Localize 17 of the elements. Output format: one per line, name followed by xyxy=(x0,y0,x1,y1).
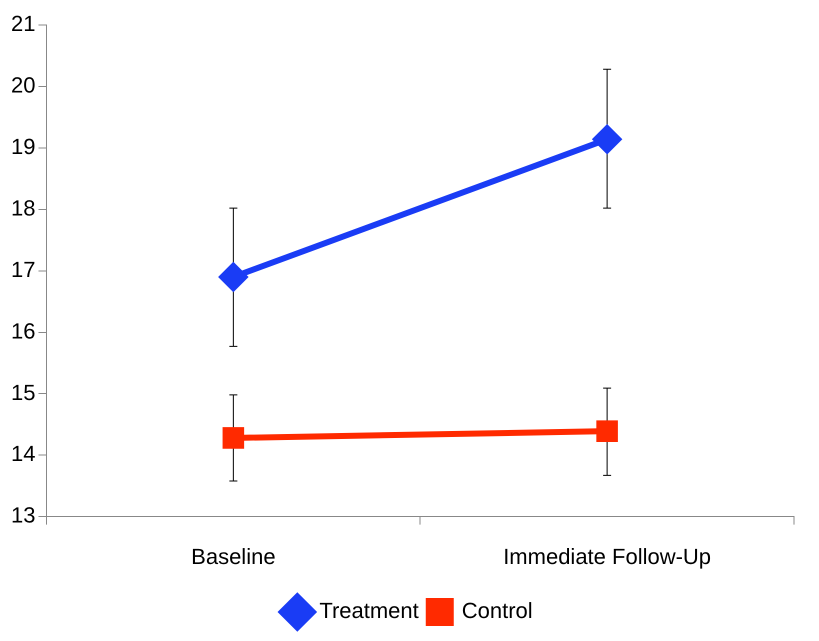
x-tick-label: Immediate Follow-Up xyxy=(503,544,712,569)
y-tick-label: 14 xyxy=(10,441,36,466)
y-tick-label: 19 xyxy=(10,134,36,159)
y-tick-label: 17 xyxy=(10,256,36,282)
y-tick-label: 15 xyxy=(10,380,36,405)
y-tick-label: 18 xyxy=(10,195,36,220)
y-tick-label: 13 xyxy=(10,502,36,528)
x-tick-label: Baseline xyxy=(191,544,276,569)
y-tick-label: 21 xyxy=(10,11,36,36)
legend-label: Control xyxy=(462,598,533,624)
point xyxy=(593,125,622,154)
y-tick-label: 20 xyxy=(10,72,36,98)
y-tick-label: 16 xyxy=(10,318,36,344)
legend-label: Treatment xyxy=(319,598,419,624)
point xyxy=(219,262,248,291)
point xyxy=(222,427,244,449)
point xyxy=(596,420,618,442)
